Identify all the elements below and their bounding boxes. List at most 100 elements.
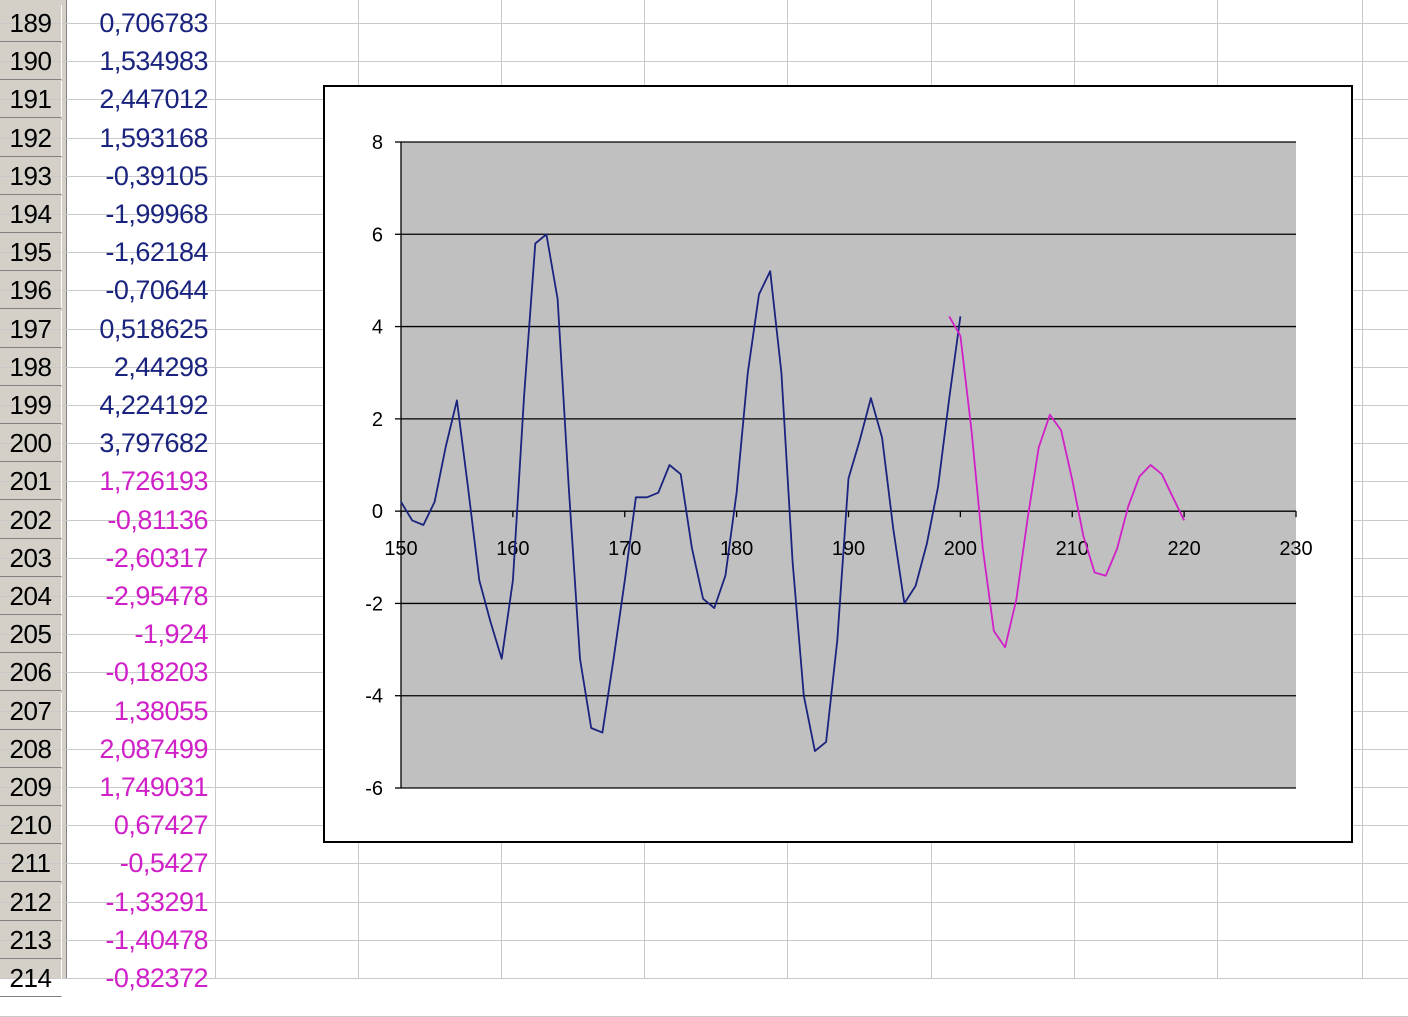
cell-value[interactable]: -2,60317	[105, 543, 208, 573]
table-row: 210 0,67427	[0, 807, 215, 845]
table-row: 199 4,224192	[0, 387, 215, 425]
cell-value[interactable]: -0,5427	[119, 848, 209, 878]
y-tick-label: 4	[372, 317, 383, 339]
row-number[interactable]: 202	[0, 502, 62, 539]
cell-value[interactable]: 2,087499	[99, 734, 208, 764]
x-tick-label: 230	[1279, 538, 1312, 560]
chart-object[interactable]: -6 -4 -2 0 2 4 6 8 150 160 170 180 190 200 210 220 230	[323, 85, 1353, 843]
column-gridline	[215, 0, 216, 979]
table-row: 200 3,797682	[0, 425, 215, 463]
cell-value[interactable]: -0,39105	[105, 161, 208, 191]
table-row: 207 1,38055	[0, 693, 215, 731]
row-gridline	[0, 902, 1408, 903]
cell-value[interactable]: 4,224192	[99, 390, 208, 420]
cell-value[interactable]: -1,40478	[105, 925, 208, 955]
x-tick-label: 220	[1167, 538, 1200, 560]
cell-value[interactable]: -1,62184	[105, 237, 208, 267]
row-number[interactable]: 205	[0, 616, 62, 653]
row-gridline	[0, 61, 1408, 62]
cell-value[interactable]: 1,38055	[113, 696, 209, 726]
row-number[interactable]: 190	[0, 43, 62, 80]
x-tick-label: 180	[720, 538, 753, 560]
y-tick-label: -4	[365, 686, 383, 708]
table-row: 206 -0,18203	[0, 654, 215, 692]
y-tick-label: 0	[372, 501, 383, 523]
row-number[interactable]: 208	[0, 731, 62, 768]
table-row: 193 -0,39105	[0, 158, 215, 196]
x-tick-label: 160	[496, 538, 529, 560]
row-number[interactable]: 204	[0, 578, 62, 615]
plot-area	[401, 142, 1296, 788]
table-row: 196 -0,70644	[0, 272, 215, 310]
x-tick-label: 210	[1056, 538, 1089, 560]
cell-value[interactable]: 0,518625	[99, 314, 208, 344]
cell-value[interactable]: -1,99968	[105, 199, 208, 229]
cell-value[interactable]: -1,924	[134, 619, 208, 649]
cell-value[interactable]: 1,726193	[99, 466, 208, 496]
table-row: 191 2,447012	[0, 81, 215, 119]
row-number[interactable]: 197	[0, 311, 62, 348]
row-number[interactable]: 193	[0, 158, 62, 195]
x-tick-label: 170	[608, 538, 641, 560]
row-number[interactable]: 211	[0, 845, 62, 882]
table-row: 214 -0,82372	[0, 960, 215, 998]
table-row: 194 -1,99968	[0, 196, 215, 234]
row-number[interactable]: 189	[0, 5, 62, 42]
y-tick-label: 8	[372, 132, 383, 154]
row-number[interactable]: 201	[0, 463, 62, 500]
row-number[interactable]: 194	[0, 196, 62, 233]
x-tick-label: 190	[832, 538, 865, 560]
row-number[interactable]: 195	[0, 234, 62, 271]
row-number[interactable]: 210	[0, 807, 62, 844]
cell-value[interactable]: -0,18203	[105, 657, 208, 687]
cell-value[interactable]: -1,33291	[105, 887, 208, 917]
table-row: 197 0,518625	[0, 311, 215, 349]
table-row: 204 -2,95478	[0, 578, 215, 616]
row-gridline	[0, 940, 1408, 941]
row-number[interactable]: 192	[0, 120, 62, 157]
cell-value[interactable]: 3,797682	[99, 428, 208, 458]
cell-value[interactable]: -2,95478	[105, 581, 208, 611]
row-header-column	[0, 0, 67, 979]
cell-value[interactable]: 2,447012	[99, 84, 208, 114]
table-row: 201 1,726193	[0, 463, 215, 501]
row-number[interactable]: 198	[0, 349, 62, 386]
row-number[interactable]: 213	[0, 922, 62, 959]
column-gridline	[1362, 0, 1363, 979]
table-row: 190 1,534983	[0, 43, 215, 81]
row-number[interactable]: 200	[0, 425, 62, 462]
y-tick-label: -2	[365, 593, 383, 615]
table-row: 208 2,087499	[0, 731, 215, 769]
row-number[interactable]: 196	[0, 272, 62, 309]
row-number[interactable]: 206	[0, 654, 62, 691]
table-row: 209 1,749031	[0, 769, 215, 807]
row-number[interactable]: 203	[0, 540, 62, 577]
cell-value[interactable]: -0,70644	[105, 275, 208, 305]
table-row: 203 -2,60317	[0, 540, 215, 578]
table-row: 202 -0,81136	[0, 502, 215, 540]
cell-value[interactable]: 1,749031	[99, 772, 208, 802]
cell-value[interactable]: 1,593168	[99, 123, 208, 153]
table-row: 211 -0,5427	[0, 845, 215, 883]
row-number[interactable]: 212	[0, 884, 62, 921]
row-number[interactable]: 191	[0, 81, 62, 118]
table-row: 205 -1,924	[0, 616, 215, 654]
y-tick-label: -6	[365, 778, 383, 800]
y-tick-label: 6	[372, 224, 383, 246]
row-number[interactable]: 209	[0, 769, 62, 806]
row-gridline	[0, 863, 1408, 864]
cell-value[interactable]: 0,706783	[99, 8, 208, 38]
cell-value[interactable]: -0,81136	[107, 505, 208, 535]
x-tick-label: 150	[384, 538, 417, 560]
x-tick-label: 200	[944, 538, 977, 560]
cell-value[interactable]: 2,44298	[113, 352, 209, 382]
row-number[interactable]: 207	[0, 693, 62, 730]
line-chart: -6 -4 -2 0 2 4 6 8 150 160 170 180 190 200 210 220 230	[365, 132, 1312, 800]
row-gridline	[0, 23, 1408, 24]
series-line-2	[948, 315, 1185, 649]
cell-value[interactable]: 0,67427	[113, 810, 209, 840]
row-number[interactable]: 199	[0, 387, 62, 424]
cell-value[interactable]: 1,534983	[99, 46, 208, 76]
table-row: 212 -1,33291	[0, 884, 215, 922]
